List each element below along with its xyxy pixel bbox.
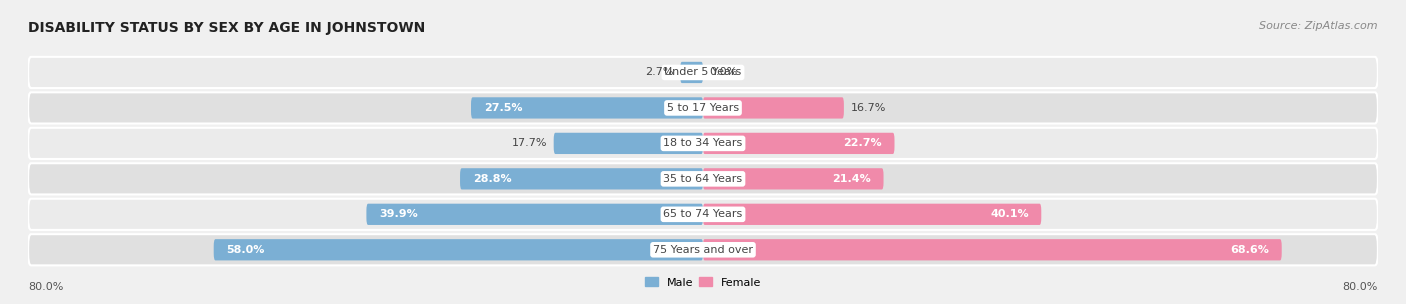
FancyBboxPatch shape — [28, 128, 1378, 159]
Text: Source: ZipAtlas.com: Source: ZipAtlas.com — [1260, 21, 1378, 31]
FancyBboxPatch shape — [554, 133, 703, 154]
FancyBboxPatch shape — [28, 92, 1378, 123]
FancyBboxPatch shape — [703, 97, 844, 119]
FancyBboxPatch shape — [703, 168, 883, 189]
Text: 22.7%: 22.7% — [844, 138, 882, 148]
Text: 18 to 34 Years: 18 to 34 Years — [664, 138, 742, 148]
Text: Under 5 Years: Under 5 Years — [665, 67, 741, 78]
Text: 75 Years and over: 75 Years and over — [652, 245, 754, 255]
Text: 27.5%: 27.5% — [484, 103, 522, 113]
FancyBboxPatch shape — [703, 204, 1042, 225]
FancyBboxPatch shape — [460, 168, 703, 189]
FancyBboxPatch shape — [367, 204, 703, 225]
FancyBboxPatch shape — [681, 62, 703, 83]
FancyBboxPatch shape — [28, 234, 1378, 265]
Text: 68.6%: 68.6% — [1230, 245, 1270, 255]
Text: 17.7%: 17.7% — [512, 138, 547, 148]
FancyBboxPatch shape — [471, 97, 703, 119]
Text: 39.9%: 39.9% — [380, 209, 418, 219]
FancyBboxPatch shape — [703, 133, 894, 154]
Text: 2.7%: 2.7% — [645, 67, 673, 78]
Text: 58.0%: 58.0% — [226, 245, 264, 255]
FancyBboxPatch shape — [214, 239, 703, 261]
FancyBboxPatch shape — [28, 57, 1378, 88]
Text: 35 to 64 Years: 35 to 64 Years — [664, 174, 742, 184]
FancyBboxPatch shape — [28, 199, 1378, 230]
Text: 21.4%: 21.4% — [832, 174, 870, 184]
Text: 28.8%: 28.8% — [472, 174, 512, 184]
Legend: Male, Female: Male, Female — [644, 277, 762, 288]
Text: 80.0%: 80.0% — [1343, 282, 1378, 292]
Text: DISABILITY STATUS BY SEX BY AGE IN JOHNSTOWN: DISABILITY STATUS BY SEX BY AGE IN JOHNS… — [28, 21, 426, 35]
FancyBboxPatch shape — [28, 163, 1378, 195]
Text: 40.1%: 40.1% — [990, 209, 1029, 219]
Text: 80.0%: 80.0% — [28, 282, 63, 292]
Text: 0.0%: 0.0% — [710, 67, 738, 78]
FancyBboxPatch shape — [703, 239, 1282, 261]
Text: 16.7%: 16.7% — [851, 103, 886, 113]
Text: 5 to 17 Years: 5 to 17 Years — [666, 103, 740, 113]
Text: 65 to 74 Years: 65 to 74 Years — [664, 209, 742, 219]
